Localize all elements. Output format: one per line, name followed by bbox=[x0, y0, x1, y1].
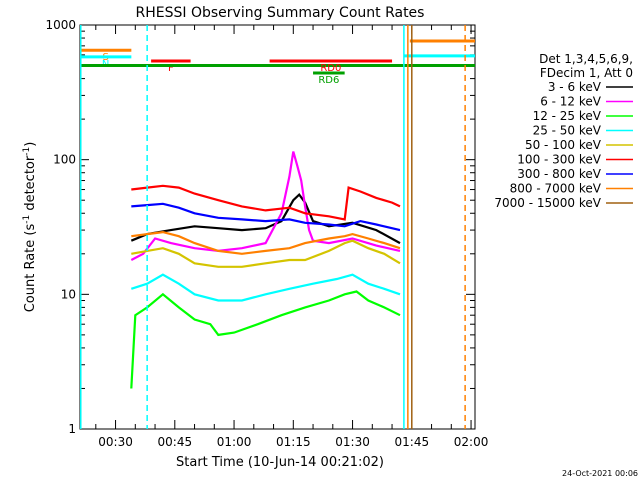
x-tick-label: 01:00 bbox=[217, 435, 252, 449]
legend-label-5: 100 - 300 keV bbox=[517, 153, 601, 167]
y-label-tail: detector bbox=[23, 155, 38, 215]
y-tick-label: 1 bbox=[68, 422, 76, 436]
plot-frame bbox=[79, 24, 476, 430]
legend-header-2: FDecim 1, Att 0 bbox=[540, 66, 633, 80]
y-tick-label: 10 bbox=[61, 287, 76, 301]
x-tick-label: 02:00 bbox=[454, 435, 489, 449]
x-tick-label: 00:30 bbox=[98, 435, 133, 449]
series-line-6 bbox=[131, 202, 401, 232]
plot-area bbox=[79, 24, 476, 430]
series-line-4 bbox=[131, 239, 401, 268]
legend-label-1: 6 - 12 keV bbox=[540, 95, 602, 109]
legend: Det 1,3,4,5,6,9, FDecim 1, Att 0 3 - 6 k… bbox=[494, 52, 633, 210]
legend-label-4: 50 - 100 keV bbox=[525, 138, 602, 152]
y-label-sup2: -1 bbox=[22, 147, 32, 156]
state-bar-label: RD0 bbox=[320, 63, 341, 74]
chart-title: RHESSI Observing Summary Count Rates bbox=[136, 5, 425, 21]
legend-label-6: 300 - 800 keV bbox=[517, 167, 601, 181]
y-axis-label: Count Rate (s-1 detector-1) bbox=[22, 142, 38, 313]
series-line-2 bbox=[130, 290, 401, 389]
x-axis-label: Start Time (10-Jun-14 00:21:02) bbox=[176, 455, 384, 470]
x-tick-label: 01:30 bbox=[335, 435, 370, 449]
legend-label-3: 25 - 50 keV bbox=[533, 124, 602, 138]
y-label-end: ) bbox=[23, 142, 38, 147]
legend-label-2: 12 - 25 keV bbox=[533, 109, 602, 123]
y-tick-label: 1000 bbox=[45, 18, 76, 32]
series-line-0 bbox=[130, 192, 401, 245]
series-line-1 bbox=[130, 151, 401, 261]
legend-label-0: 3 - 6 keV bbox=[548, 80, 602, 94]
footer-date: 24-Oct-2021 00:06 bbox=[562, 469, 638, 478]
attenuator-bars: SNFRD0RD6 bbox=[80, 39, 475, 86]
state-bar-label: F bbox=[168, 63, 174, 74]
x-tick-label: 00:45 bbox=[158, 435, 193, 449]
series-line-3 bbox=[130, 273, 401, 302]
axis-ticks: 1 10 100 1000 00:30 00:45 01:00 01:15 01:30 01:45… bbox=[45, 18, 488, 449]
vertical-markers bbox=[80, 25, 466, 429]
legend-header-1: Det 1,3,4,5,6,9, bbox=[539, 52, 633, 66]
series-line-5 bbox=[131, 184, 401, 221]
y-label-main: Count Rate (s bbox=[23, 224, 38, 313]
x-tick-label: 01:15 bbox=[276, 435, 311, 449]
state-bar-label: RD6 bbox=[318, 75, 339, 86]
x-tick-label: 01:45 bbox=[395, 435, 430, 449]
y-tick-label: 100 bbox=[53, 153, 76, 167]
legend-label-8: 7000 - 15000 keV bbox=[494, 196, 601, 210]
series-line-7 bbox=[131, 230, 401, 255]
y-label-sup: -1 bbox=[22, 215, 32, 224]
legend-label-7: 800 - 7000 keV bbox=[510, 182, 602, 196]
series-layer bbox=[130, 151, 401, 389]
